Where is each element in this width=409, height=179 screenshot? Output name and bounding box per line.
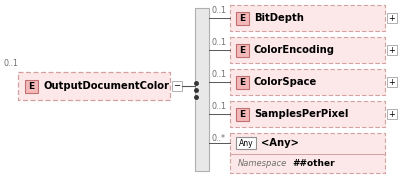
FancyBboxPatch shape bbox=[25, 79, 38, 93]
Text: ColorSpace: ColorSpace bbox=[254, 77, 317, 87]
FancyBboxPatch shape bbox=[230, 37, 385, 63]
Text: 0..1: 0..1 bbox=[212, 38, 227, 47]
FancyBboxPatch shape bbox=[387, 109, 397, 119]
Text: E: E bbox=[239, 78, 245, 86]
Text: BitDepth: BitDepth bbox=[254, 13, 304, 23]
Text: E: E bbox=[239, 13, 245, 23]
FancyBboxPatch shape bbox=[172, 81, 182, 91]
FancyBboxPatch shape bbox=[236, 137, 256, 149]
Text: +: + bbox=[389, 45, 396, 54]
Text: 0..1: 0..1 bbox=[212, 102, 227, 111]
Text: ColorEncoding: ColorEncoding bbox=[254, 45, 335, 55]
Text: 0..1: 0..1 bbox=[212, 70, 227, 79]
Text: +: + bbox=[389, 110, 396, 118]
FancyBboxPatch shape bbox=[230, 5, 385, 31]
Text: Namespace: Namespace bbox=[238, 159, 287, 168]
FancyBboxPatch shape bbox=[387, 13, 397, 23]
Text: OutputDocumentColor: OutputDocumentColor bbox=[43, 81, 169, 91]
Text: E: E bbox=[239, 110, 245, 118]
FancyBboxPatch shape bbox=[236, 76, 249, 88]
Text: 0..1: 0..1 bbox=[212, 6, 227, 15]
FancyBboxPatch shape bbox=[387, 45, 397, 55]
FancyBboxPatch shape bbox=[387, 77, 397, 87]
Text: SamplesPerPixel: SamplesPerPixel bbox=[254, 109, 348, 119]
Text: E: E bbox=[239, 45, 245, 54]
FancyBboxPatch shape bbox=[18, 72, 170, 100]
Text: <Any>: <Any> bbox=[261, 138, 299, 148]
Text: +: + bbox=[389, 78, 396, 86]
Text: 0..1: 0..1 bbox=[4, 59, 19, 68]
FancyBboxPatch shape bbox=[236, 43, 249, 57]
Text: Any: Any bbox=[239, 139, 253, 148]
Text: E: E bbox=[29, 81, 35, 91]
FancyBboxPatch shape bbox=[236, 108, 249, 120]
FancyBboxPatch shape bbox=[230, 101, 385, 127]
FancyBboxPatch shape bbox=[195, 8, 209, 171]
Text: 0..*: 0..* bbox=[212, 134, 226, 143]
Text: −: − bbox=[173, 81, 180, 91]
Text: +: + bbox=[389, 13, 396, 23]
FancyBboxPatch shape bbox=[230, 69, 385, 95]
FancyBboxPatch shape bbox=[230, 133, 385, 173]
Text: ##other: ##other bbox=[292, 159, 335, 168]
FancyBboxPatch shape bbox=[236, 11, 249, 25]
